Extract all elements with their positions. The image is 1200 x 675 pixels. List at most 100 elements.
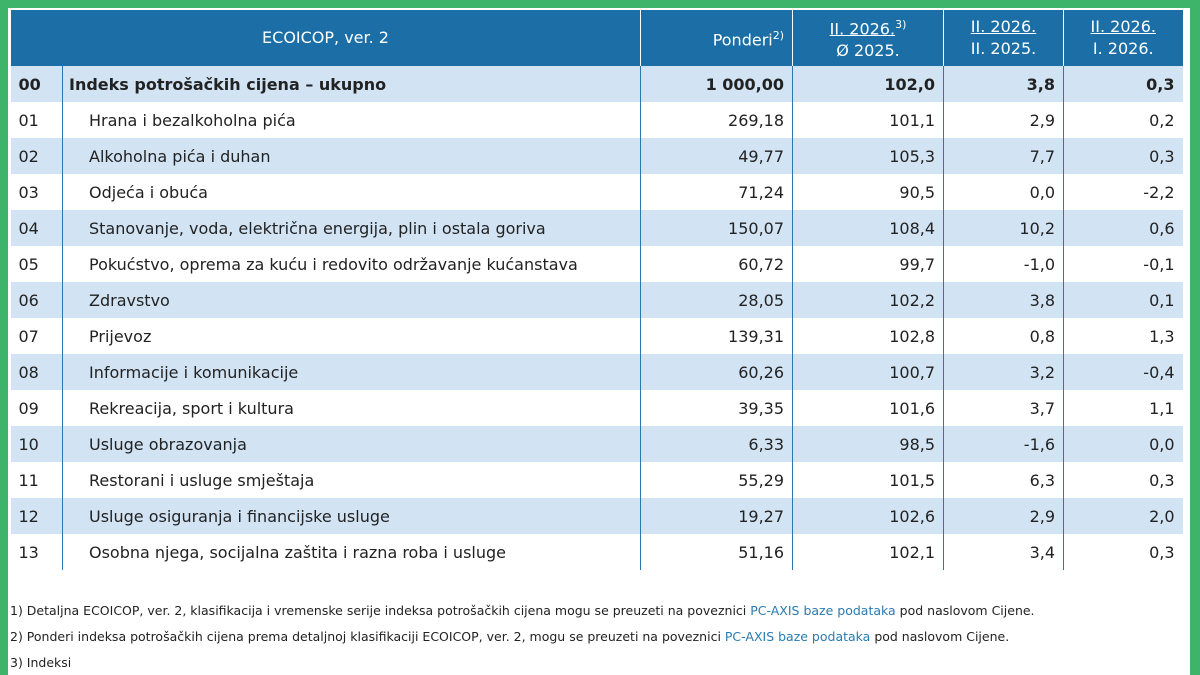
value-cell: 102,2 (792, 282, 944, 318)
value-cell: 150,07 (640, 210, 793, 246)
table-row: 11 Restorani i usluge smještaja 55,29 101,5… (11, 462, 1183, 498)
table-header: ECOICOP, ver. 2 Ponderi2) II. 2026.3) Ø 2… (9, 10, 1183, 66)
value-cell: 3,8 (943, 66, 1064, 102)
footnote-ref: 2) (772, 28, 785, 42)
value-cell: 269,18 (640, 102, 793, 138)
value-cell: 0,3 (1063, 138, 1183, 174)
value-cell: 2,0 (1063, 498, 1183, 534)
value-cell: 71,24 (640, 174, 793, 210)
value-cell: 6,33 (640, 426, 793, 462)
footnote-text: 2) Ponderi indeksa potrošačkih cijena pr… (10, 629, 725, 644)
header-cell: ECOICOP, ver. 2 (9, 10, 641, 66)
header-cell: II. 2026. I. 2026. (1063, 10, 1183, 66)
name-cell: Stanovanje, voda, električna energija, p… (61, 210, 641, 246)
table-row: 13 Osobna njega, socijalna zaštita i razn… (11, 534, 1183, 570)
value-cell: 101,5 (792, 462, 944, 498)
value-cell: 55,29 (640, 462, 793, 498)
code-cell: 02 (10, 138, 63, 174)
value-cell: 39,35 (640, 390, 793, 426)
table-row: 04 Stanovanje, voda, električna energija,… (10, 210, 1183, 246)
header-cell: II. 2026. II. 2025. (943, 10, 1064, 66)
value-cell: 105,3 (792, 138, 944, 174)
value-cell: 28,05 (640, 282, 793, 318)
name-cell: Usluge obrazovanja (61, 426, 641, 462)
value-cell: 90,5 (792, 174, 944, 210)
name-cell: Informacije i komunikacije (61, 354, 641, 390)
name-cell: Alkoholna pića i duhan (61, 138, 641, 174)
value-cell: 139,31 (640, 318, 793, 354)
code-cell: 01 (18, 110, 39, 130)
value-cell: 102,1 (792, 534, 944, 570)
code-cell: 08 (10, 354, 63, 390)
table-row: 03 Odjeća i obuća 71,24 90,5 0,0 -2,2 (11, 174, 1183, 210)
value-cell: 3,2 (943, 354, 1064, 390)
footnote-link[interactable]: PC-AXIS baze podataka (724, 629, 871, 644)
value-cell: 6,3 (943, 462, 1064, 498)
value-cell: 0,0 (943, 174, 1064, 210)
code-cell: 10 (10, 426, 63, 462)
value-cell: 1,3 (1063, 318, 1183, 354)
value-cell: -0,4 (1063, 354, 1183, 390)
header-text: II. 2026. (970, 17, 1037, 36)
value-cell: 49,77 (640, 138, 793, 174)
value-cell: 108,4 (792, 210, 944, 246)
name-cell: Indeks potrošačkih cijena – ukupno (61, 66, 641, 102)
code-cell: 06 (10, 282, 63, 318)
name-cell: Odjeća i obuća (61, 174, 641, 210)
value-cell: 102,6 (792, 498, 944, 534)
value-cell: 0,6 (1063, 210, 1183, 246)
value-cell: 3,4 (943, 534, 1064, 570)
value-cell: 98,5 (792, 426, 944, 462)
footnote: 2) Ponderi indeksa potrošačkih cijena pr… (10, 624, 1035, 650)
code-cell: 00 (10, 66, 63, 102)
footnote: 1) Detaljna ECOICOP, ver. 2, klasifikaci… (10, 598, 1035, 624)
table-row: 12 Usluge osiguranja i financijske usluge… (10, 498, 1183, 534)
table-row: 02 Alkoholna pića i duhan 49,77 105,3 7,7 0,3 (10, 138, 1183, 174)
value-cell: 19,27 (640, 498, 793, 534)
value-cell: 102,8 (792, 318, 944, 354)
value-cell: 2,9 (943, 498, 1064, 534)
footnote-text: 3) Indeksi (10, 655, 72, 670)
code-cell: 05 (18, 254, 39, 274)
name-cell: Pokućstvo, oprema za kuću i redovito odr… (61, 246, 641, 282)
value-cell: 1,1 (1063, 390, 1183, 426)
code-cell: 04 (10, 210, 63, 246)
value-cell: 1 000,00 (640, 66, 793, 102)
header-cell: II. 2026.3) Ø 2025. (792, 10, 944, 66)
value-cell: 3,8 (943, 282, 1064, 318)
header-text: II. 2026. (829, 19, 896, 39)
name-cell: Hrana i bezalkoholna pića (61, 102, 641, 138)
table-row: 07 Prijevoz 139,31 102,8 0,8 1,3 (11, 318, 1183, 354)
footnote-link[interactable]: PC-AXIS baze podataka (750, 603, 896, 618)
value-cell: 10,2 (943, 210, 1064, 246)
value-cell: -0,1 (1063, 246, 1183, 282)
value-cell: 3,7 (943, 390, 1064, 426)
table-row: 06 Zdravstvo 28,05 102,2 3,8 0,1 (10, 282, 1183, 318)
header-cell: Ponderi2) (640, 10, 793, 66)
code-cell: 13 (18, 542, 39, 562)
header-text: II. 2026. (1090, 17, 1156, 36)
footnotes: 1) Detaljna ECOICOP, ver. 2, klasifikaci… (10, 598, 1035, 675)
name-cell: Usluge osiguranja i financijske usluge (61, 498, 641, 534)
header-text: I. 2026. (1092, 39, 1154, 58)
footnote-text: pod naslovom Cijene. (895, 603, 1035, 618)
table-row: 08 Informacije i komunikacije 60,26 100,7 3,… (10, 354, 1183, 390)
header-text: II. 2025. (970, 39, 1037, 58)
value-cell: -1,6 (943, 426, 1064, 462)
footnote: 3) Indeksi (10, 650, 1035, 675)
data-table: ECOICOP, ver. 2 Ponderi2) II. 2026.3) Ø 2… (9, 10, 1183, 570)
name-cell: Prijevoz (61, 318, 641, 354)
table-row: 00 Indeks potrošačkih cijena – ukupno 1 00… (10, 66, 1183, 102)
value-cell: 0,3 (1063, 534, 1183, 570)
value-cell: 2,9 (943, 102, 1064, 138)
value-cell: -1,0 (943, 246, 1064, 282)
value-cell: 0,3 (1063, 66, 1183, 102)
code-cell: 03 (18, 182, 39, 202)
table-row: 05 Pokućstvo, oprema za kuću i redovito o… (11, 246, 1183, 282)
value-cell: 7,7 (943, 138, 1064, 174)
code-cell: 12 (10, 498, 63, 534)
header-text: Ponderi (712, 30, 773, 50)
code-cell: 09 (18, 398, 39, 418)
code-cell: 07 (18, 326, 39, 346)
value-cell: 99,7 (792, 246, 944, 282)
